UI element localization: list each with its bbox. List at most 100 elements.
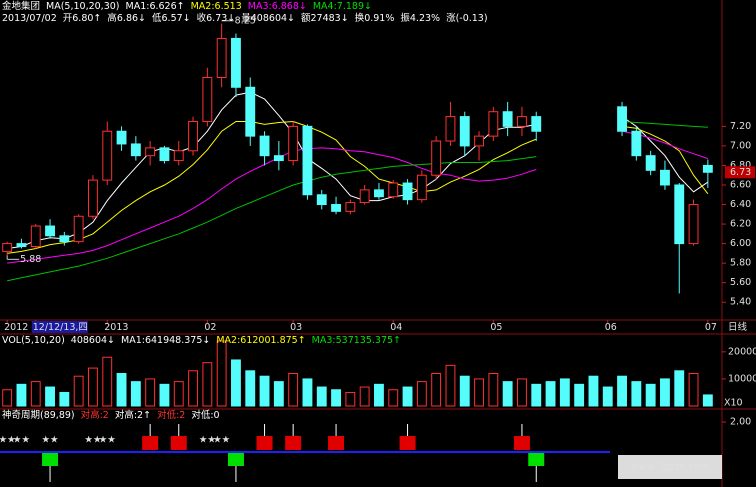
x-tick-label: 12/12/13,四 bbox=[33, 322, 88, 333]
x-tick-label: 06 bbox=[605, 322, 617, 333]
candle-body bbox=[259, 135, 270, 157]
y-tick-label: 6.00 bbox=[730, 238, 751, 249]
x-tick-label: 07 bbox=[705, 322, 717, 333]
header-item: MA2:6.513 bbox=[191, 1, 242, 12]
candle-body bbox=[674, 184, 685, 245]
volume-bar bbox=[216, 340, 227, 407]
candle-body bbox=[173, 150, 184, 162]
volume-bar bbox=[102, 356, 113, 407]
price-tag bbox=[725, 166, 755, 179]
volume-bar bbox=[431, 373, 442, 407]
candle-body bbox=[359, 189, 370, 204]
candle-body bbox=[688, 204, 699, 245]
volume-bar bbox=[374, 383, 384, 407]
volume-bar bbox=[459, 375, 470, 407]
header-item: MA4:7.189↓ bbox=[313, 1, 372, 12]
ma-line bbox=[7, 91, 709, 249]
volume-bar bbox=[231, 359, 241, 407]
header-item: 2013/07/02 bbox=[2, 13, 57, 24]
volume-bar bbox=[202, 362, 213, 407]
header-item: 低6.57↓ bbox=[152, 12, 191, 24]
candle-body bbox=[459, 116, 470, 147]
candle-body bbox=[388, 182, 399, 198]
candle-body bbox=[345, 202, 356, 212]
y-tick-label: 6.20 bbox=[730, 219, 751, 230]
header: VOL(5,10,20) 408604↓ MA1:641948.375↓ MA2:61… bbox=[2, 335, 401, 346]
candle-body bbox=[531, 116, 542, 132]
candle-body bbox=[431, 140, 442, 176]
header-item: 对低:0 bbox=[191, 409, 219, 421]
volume-bar bbox=[45, 386, 55, 407]
volume-bar bbox=[602, 386, 613, 407]
candle-body bbox=[517, 116, 527, 127]
header-item: 神奇周期(89,89) bbox=[2, 409, 75, 421]
volume-bar bbox=[588, 375, 599, 407]
candle-body bbox=[302, 125, 313, 196]
header-item: 涨(-0.13) bbox=[446, 13, 488, 24]
red-signal bbox=[513, 436, 530, 450]
star-mark: ★★ bbox=[99, 435, 116, 446]
volume-bar bbox=[30, 381, 41, 407]
star-mark: ★★ bbox=[0, 435, 16, 446]
candle-body bbox=[102, 130, 113, 181]
candle-body bbox=[288, 125, 299, 162]
candle-body bbox=[474, 135, 484, 147]
volume-bar bbox=[688, 373, 699, 407]
star-mark: ★★ bbox=[199, 435, 216, 446]
volume-bar bbox=[474, 378, 484, 407]
x-tick-label: 05 bbox=[490, 322, 502, 333]
volume-bar bbox=[259, 375, 270, 407]
red-signal bbox=[328, 436, 345, 450]
star-mark: ★★ bbox=[84, 435, 101, 446]
candle-body bbox=[231, 37, 241, 88]
candle-body bbox=[188, 120, 198, 152]
x-axis-label: 日线 bbox=[728, 321, 748, 333]
header-item: MA2:612001.875↑ bbox=[216, 335, 305, 346]
volume-bar bbox=[531, 383, 542, 407]
annotation: 5.88 bbox=[20, 254, 41, 265]
ma-line bbox=[7, 121, 708, 282]
candle-body bbox=[273, 155, 284, 162]
header-item: 金地集团 bbox=[2, 0, 40, 12]
x-tick-label: 2012 bbox=[4, 322, 28, 333]
candle-body bbox=[159, 147, 170, 162]
volume-bar bbox=[674, 370, 685, 407]
volume-bar bbox=[645, 383, 656, 407]
header-item: MA1:6.626↑ bbox=[126, 1, 185, 12]
x-tick-label: 03 bbox=[290, 322, 302, 333]
volume-bar bbox=[574, 383, 585, 407]
volume-bar bbox=[59, 391, 70, 407]
y-tick-label: 6.40 bbox=[730, 199, 751, 210]
volume-bar bbox=[502, 381, 513, 407]
ma-line bbox=[7, 120, 709, 254]
volume-bar bbox=[73, 375, 84, 407]
y-tick-label: 2.00 bbox=[730, 417, 751, 428]
candle-body bbox=[374, 189, 384, 198]
volume-bar bbox=[188, 370, 198, 407]
annotation: 8.25 bbox=[235, 15, 256, 26]
y-tick-label: 200000 bbox=[728, 346, 756, 357]
candle-body bbox=[16, 243, 27, 248]
green-signal bbox=[528, 453, 545, 466]
header-item: 高6.86↓ bbox=[107, 12, 146, 24]
green-signal bbox=[227, 453, 244, 466]
header: 神奇周期(89,89) 对高:2 对高:2↑ 对低:2 对低:0 bbox=[2, 409, 220, 421]
price-tag-label: 6.73 bbox=[730, 167, 751, 178]
candle-body bbox=[316, 194, 327, 206]
volume-bar bbox=[559, 378, 570, 407]
volume-bar bbox=[2, 389, 13, 407]
volume-bar bbox=[517, 378, 527, 407]
candle-body bbox=[2, 243, 13, 252]
x-tick-label: 2013 bbox=[104, 322, 128, 333]
header-item: MA3:6.868↓ bbox=[248, 1, 307, 12]
star-mark: ★★ bbox=[13, 435, 30, 446]
candle-body bbox=[45, 225, 55, 237]
volume-bar bbox=[145, 378, 156, 407]
candle-body bbox=[416, 174, 427, 201]
candle-body bbox=[631, 130, 642, 157]
x-tick-highlight bbox=[31, 321, 88, 333]
header-item: 408604↓ bbox=[71, 335, 115, 346]
candle-body bbox=[617, 106, 627, 132]
volume-bar bbox=[660, 378, 670, 407]
volume-bar bbox=[288, 373, 299, 407]
